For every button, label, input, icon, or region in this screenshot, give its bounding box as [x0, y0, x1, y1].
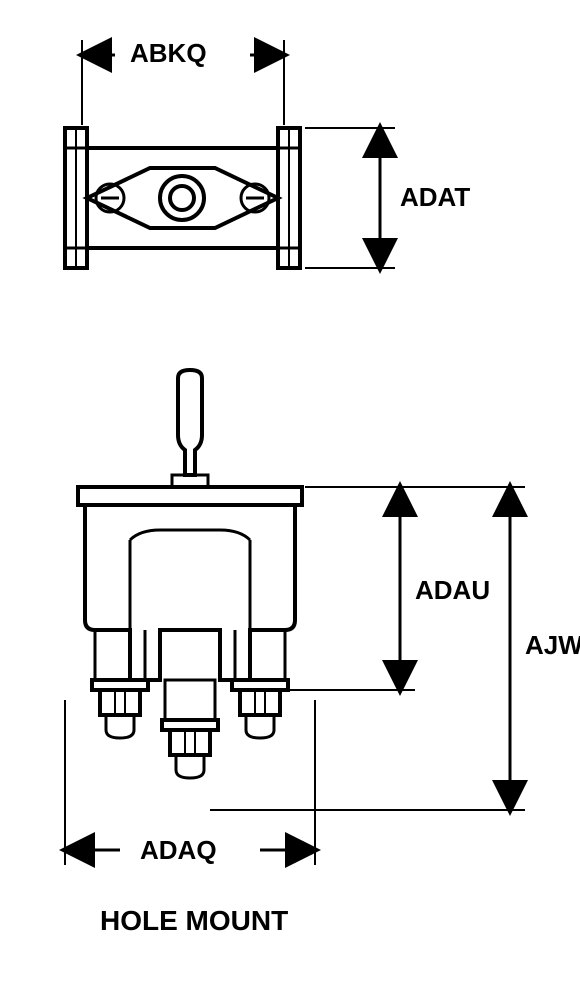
label-adaq: ADAQ [140, 835, 217, 866]
label-adau: ADAU [415, 575, 490, 606]
technical-diagram: ABKQ ADAT ADAU AJWX ADAQ HOLE MOUNT [0, 0, 580, 984]
diagram-title: HOLE MOUNT [100, 905, 288, 937]
top-view [65, 128, 300, 268]
label-abkq: ABKQ [130, 38, 207, 69]
label-ajwx: AJWX [525, 630, 580, 661]
diagram-svg [0, 0, 580, 984]
front-view [78, 370, 302, 778]
label-adat: ADAT [400, 182, 470, 213]
dim-ajwx [210, 487, 525, 810]
dim-adat [305, 128, 395, 268]
